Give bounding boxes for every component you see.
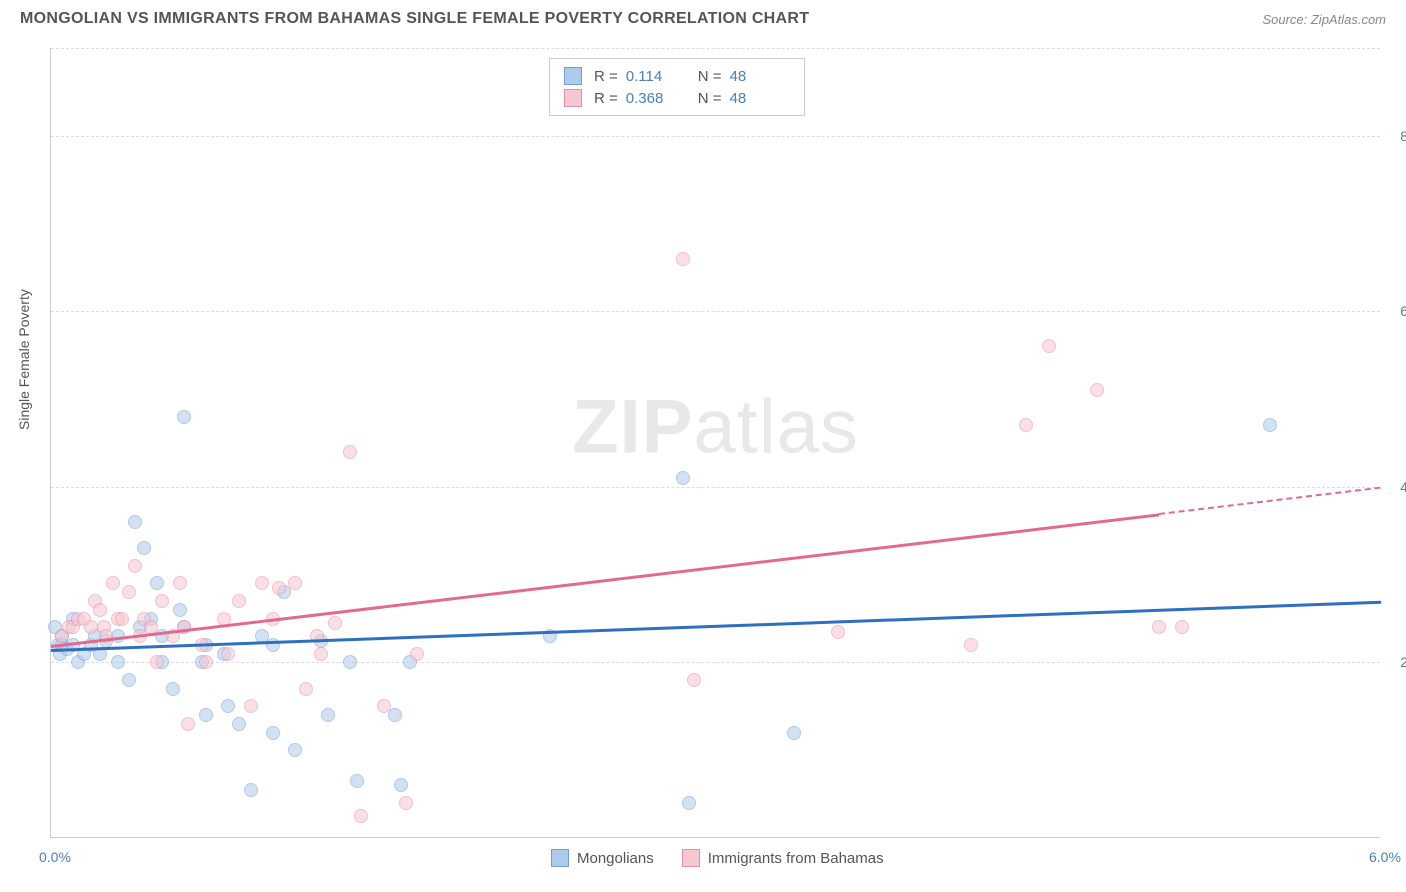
data-point [155, 594, 169, 608]
gridline [51, 487, 1380, 488]
watermark-rest: atlas [693, 384, 859, 469]
data-point [964, 638, 978, 652]
data-point [266, 726, 280, 740]
trend-line-extrapolated [1159, 487, 1381, 515]
data-point [150, 576, 164, 590]
gridline [51, 311, 1380, 312]
stats-row: R = 0.368 N = 48 [564, 87, 790, 109]
x-tick-label: 6.0% [1369, 849, 1401, 865]
legend-item: Mongolians [551, 849, 654, 867]
watermark: ZIPatlas [572, 383, 859, 470]
data-point [122, 673, 136, 687]
data-point [115, 612, 129, 626]
data-point [321, 708, 335, 722]
data-point [244, 699, 258, 713]
data-point [122, 585, 136, 599]
data-point [831, 625, 845, 639]
watermark-bold: ZIP [572, 384, 693, 469]
source-attribution: Source: ZipAtlas.com [1262, 12, 1386, 27]
data-point [676, 471, 690, 485]
data-point [106, 576, 120, 590]
data-point [676, 252, 690, 266]
y-tick-label: 80.0% [1385, 128, 1406, 144]
data-point [328, 616, 342, 630]
data-point [1042, 339, 1056, 353]
chart-title: MONGOLIAN VS IMMIGRANTS FROM BAHAMAS SIN… [20, 10, 809, 28]
y-axis-label: Single Female Poverty [16, 289, 32, 430]
y-tick-label: 60.0% [1385, 303, 1406, 319]
stat-r-value: 0.368 [626, 90, 676, 107]
data-point [350, 774, 364, 788]
data-point [1090, 383, 1104, 397]
data-point [232, 717, 246, 731]
data-point [377, 699, 391, 713]
gridline [51, 136, 1380, 137]
stat-n-label: N = [698, 68, 722, 85]
legend-swatch [551, 849, 569, 867]
data-point [1175, 620, 1189, 634]
stats-legend: R = 0.114 N = 48 R = 0.368 N = 48 [549, 58, 805, 116]
stat-n-value: 48 [730, 90, 780, 107]
y-tick-label: 40.0% [1385, 479, 1406, 495]
x-tick-label: 0.0% [39, 849, 71, 865]
data-point [288, 743, 302, 757]
data-point [128, 515, 142, 529]
data-point [166, 682, 180, 696]
stat-r-label: R = [594, 68, 618, 85]
gridline [51, 48, 1380, 49]
data-point [173, 603, 187, 617]
data-point [93, 603, 107, 617]
gridline [51, 662, 1380, 663]
data-point [394, 778, 408, 792]
data-point [1263, 418, 1277, 432]
data-point [288, 576, 302, 590]
data-point [388, 708, 402, 722]
data-point [1152, 620, 1166, 634]
data-point [181, 717, 195, 731]
data-point [314, 647, 328, 661]
stat-n-label: N = [698, 90, 722, 107]
data-point [221, 647, 235, 661]
trend-line [51, 513, 1160, 647]
legend-swatch [564, 89, 582, 107]
data-point [221, 699, 235, 713]
data-point [410, 647, 424, 661]
data-point [137, 541, 151, 555]
legend-swatch [682, 849, 700, 867]
data-point [244, 783, 258, 797]
scatter-chart: ZIPatlas R = 0.114 N = 48 R = 0.368 N = … [50, 48, 1380, 838]
data-point [687, 673, 701, 687]
data-point [354, 809, 368, 823]
legend-label: Mongolians [577, 850, 654, 867]
legend-item: Immigrants from Bahamas [682, 849, 884, 867]
data-point [199, 655, 213, 669]
bottom-legend: Mongolians Immigrants from Bahamas [551, 849, 884, 867]
data-point [343, 445, 357, 459]
y-tick-label: 20.0% [1385, 654, 1406, 670]
data-point [399, 796, 413, 810]
stat-r-label: R = [594, 90, 618, 107]
data-point [84, 620, 98, 634]
stat-n-value: 48 [730, 68, 780, 85]
data-point [232, 594, 246, 608]
data-point [1019, 418, 1033, 432]
data-point [111, 655, 125, 669]
stat-r-value: 0.114 [626, 68, 676, 85]
data-point [128, 559, 142, 573]
data-point [177, 410, 191, 424]
data-point [199, 708, 213, 722]
legend-swatch [564, 67, 582, 85]
data-point [787, 726, 801, 740]
stats-row: R = 0.114 N = 48 [564, 65, 790, 87]
data-point [173, 576, 187, 590]
data-point [272, 581, 286, 595]
data-point [299, 682, 313, 696]
data-point [255, 576, 269, 590]
data-point [150, 655, 164, 669]
data-point [682, 796, 696, 810]
title-bar: MONGOLIAN VS IMMIGRANTS FROM BAHAMAS SIN… [0, 0, 1406, 34]
legend-label: Immigrants from Bahamas [708, 850, 884, 867]
data-point [343, 655, 357, 669]
